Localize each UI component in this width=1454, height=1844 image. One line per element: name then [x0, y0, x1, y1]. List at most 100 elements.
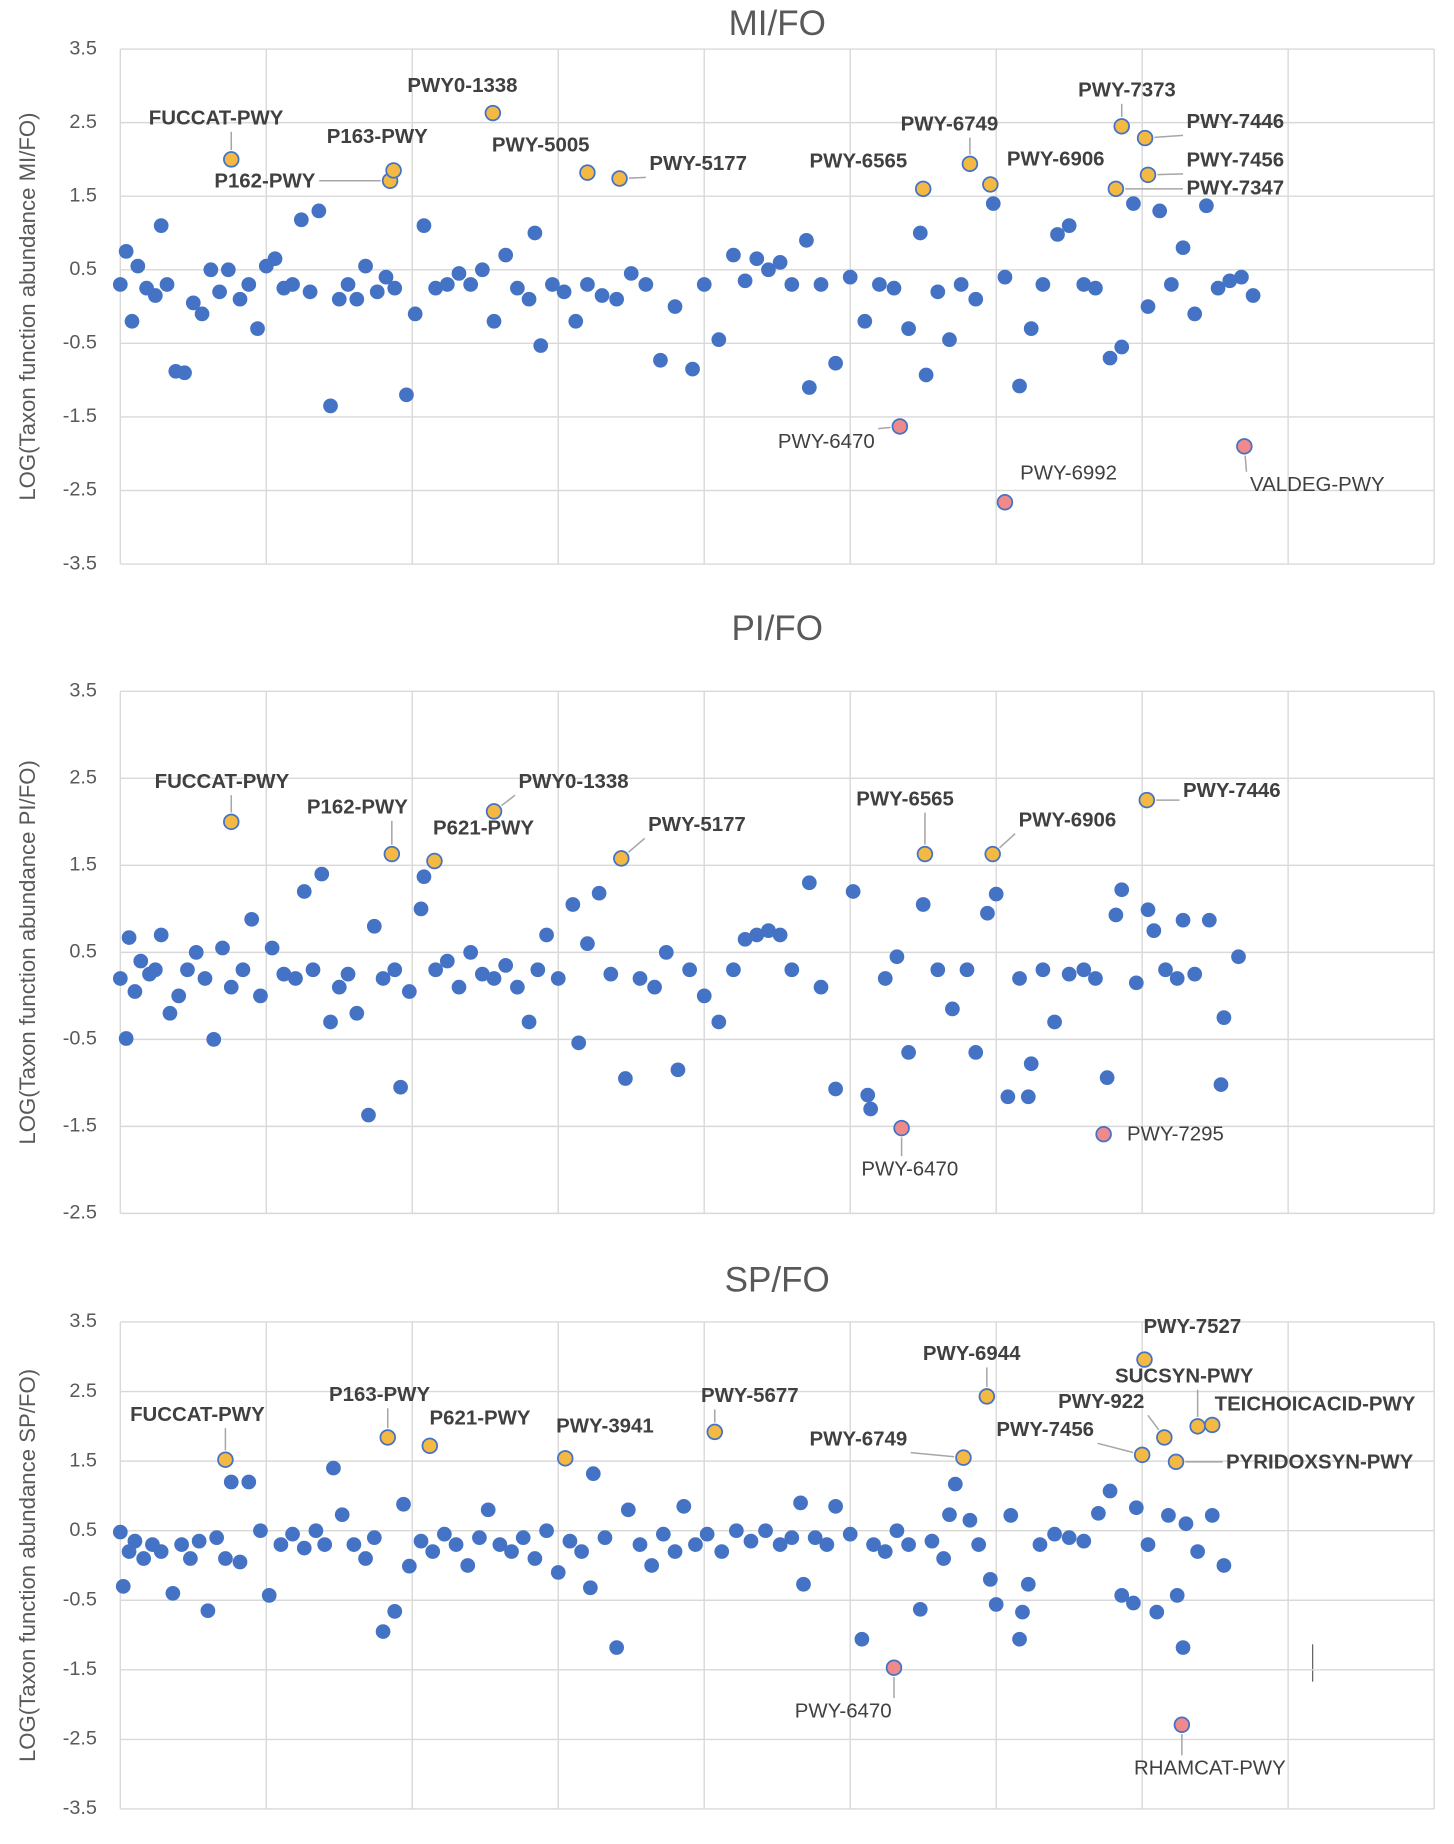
data-point	[439, 953, 455, 969]
data-point	[988, 886, 1004, 902]
data-point	[177, 365, 192, 381]
data-point	[340, 966, 356, 982]
highlight-point	[916, 845, 934, 863]
highlight-point	[1138, 791, 1156, 809]
point-label: P163-PWY	[329, 1384, 430, 1406]
y-tick-label: 1.5	[69, 854, 97, 876]
highlight-point	[893, 1119, 910, 1137]
data-point	[375, 971, 391, 986]
data-point	[1020, 1089, 1036, 1105]
data-point	[261, 1588, 277, 1603]
data-point	[1076, 277, 1092, 292]
data-point	[872, 277, 887, 292]
data-point	[361, 1107, 376, 1123]
data-point	[550, 971, 566, 986]
leader-line	[1244, 455, 1248, 472]
data-point	[127, 1533, 143, 1549]
data-point	[574, 1544, 589, 1559]
data-point	[997, 269, 1013, 285]
data-point	[387, 962, 403, 978]
data-point	[1102, 1483, 1118, 1499]
data-point	[253, 988, 268, 1004]
point-label: PWY-7456	[996, 1419, 1094, 1441]
y-tick-label: 3.5	[69, 37, 97, 59]
data-point	[583, 1580, 598, 1596]
data-point	[212, 284, 227, 300]
data-point	[474, 966, 490, 982]
point-label: PWY-6906	[1019, 809, 1117, 831]
data-point	[147, 962, 163, 978]
data-point	[877, 971, 893, 986]
data-point	[1114, 339, 1130, 355]
data-point	[568, 313, 584, 329]
data-point	[1245, 288, 1261, 303]
data-point	[323, 398, 338, 414]
data-point	[784, 962, 800, 978]
data-point	[801, 875, 817, 891]
data-point	[1234, 269, 1249, 285]
y-tick-label: 1.5	[69, 184, 97, 206]
data-point	[439, 277, 455, 292]
data-point	[749, 251, 765, 267]
data-point	[118, 244, 134, 259]
data-point	[115, 1578, 131, 1594]
data-point	[250, 321, 265, 336]
y-tick-label: -0.5	[63, 1589, 97, 1611]
y-tick-label: 0.5	[69, 1519, 97, 1541]
data-point	[942, 1507, 957, 1523]
data-point	[845, 884, 861, 899]
data-point	[1091, 1505, 1106, 1521]
data-point	[801, 380, 817, 395]
data-point	[200, 1603, 216, 1619]
y-axis-title: LOG(Taxon function abundance PI/FO)	[15, 760, 40, 1145]
y-tick-label: 2.5	[69, 767, 97, 789]
data-point	[726, 247, 741, 263]
data-point	[623, 266, 639, 281]
data-point	[1012, 1631, 1027, 1647]
data-point	[153, 1544, 169, 1559]
y-tick-label: -1.5	[63, 1658, 97, 1680]
data-point	[609, 1640, 624, 1655]
data-point	[428, 280, 443, 296]
y-axis-title: LOG(Taxon function abundance SP/FO)	[15, 1369, 40, 1762]
data-point	[393, 1079, 408, 1095]
data-point	[232, 291, 248, 307]
data-point	[772, 927, 788, 943]
data-point	[711, 1014, 727, 1030]
data-point	[556, 284, 572, 300]
data-point	[317, 1537, 333, 1552]
leader-line	[1097, 1442, 1134, 1454]
data-point	[726, 962, 741, 978]
point-label: PWY0-1338	[407, 75, 517, 97]
highlight-point	[223, 151, 240, 168]
data-point	[223, 1474, 239, 1490]
data-point	[498, 958, 514, 973]
y-tick-label: 3.5	[69, 680, 97, 702]
data-point	[685, 361, 700, 377]
scatter-chart: PI/FO LOG(Taxon function abundance PI/FO)…	[15, 609, 1435, 1224]
data-point	[1012, 971, 1027, 986]
point-label: PWY-6992	[1020, 463, 1117, 485]
data-point	[326, 1460, 341, 1476]
highlight-point	[885, 1659, 903, 1676]
data-point	[174, 1537, 189, 1552]
y-tick-label: 1.5	[69, 1449, 97, 1471]
data-point	[244, 911, 260, 927]
point-label: PWY-6470	[861, 1159, 958, 1181]
highlight-point	[891, 418, 909, 435]
highlight-point	[1113, 118, 1130, 135]
data-point	[945, 1001, 960, 1017]
data-point	[504, 1544, 519, 1559]
data-point	[527, 1551, 543, 1566]
data-point	[428, 962, 443, 978]
data-point	[241, 1474, 257, 1490]
data-point	[565, 897, 581, 912]
data-point	[743, 1533, 759, 1549]
data-point	[696, 277, 712, 292]
leader-line	[628, 176, 646, 179]
data-point	[1023, 321, 1039, 336]
data-point	[130, 258, 146, 274]
highlight-point	[982, 176, 999, 193]
highlight-point	[426, 852, 443, 870]
data-point	[644, 1558, 660, 1573]
